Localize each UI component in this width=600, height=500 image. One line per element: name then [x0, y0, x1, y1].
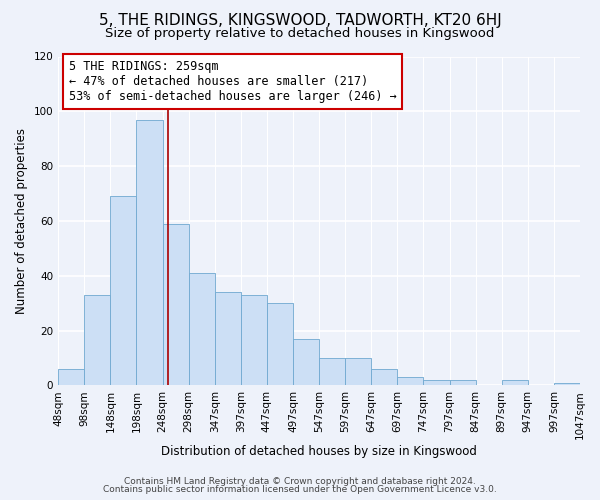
Text: Contains HM Land Registry data © Crown copyright and database right 2024.: Contains HM Land Registry data © Crown c… — [124, 477, 476, 486]
Bar — [136, 120, 163, 386]
Bar — [449, 380, 476, 386]
Bar — [319, 358, 345, 386]
Bar — [163, 224, 188, 386]
Bar — [188, 273, 215, 386]
Text: Contains public sector information licensed under the Open Government Licence v3: Contains public sector information licen… — [103, 484, 497, 494]
Bar — [58, 369, 84, 386]
Bar — [371, 369, 397, 386]
Bar — [293, 339, 319, 386]
Bar — [267, 303, 293, 386]
Y-axis label: Number of detached properties: Number of detached properties — [15, 128, 28, 314]
Bar — [241, 295, 267, 386]
Bar — [397, 377, 424, 386]
Text: 5, THE RIDINGS, KINGSWOOD, TADWORTH, KT20 6HJ: 5, THE RIDINGS, KINGSWOOD, TADWORTH, KT2… — [98, 12, 502, 28]
Bar — [110, 196, 136, 386]
Bar — [215, 292, 241, 386]
Bar — [502, 380, 528, 386]
Text: Size of property relative to detached houses in Kingswood: Size of property relative to detached ho… — [106, 28, 494, 40]
X-axis label: Distribution of detached houses by size in Kingswood: Distribution of detached houses by size … — [161, 444, 477, 458]
Bar — [84, 295, 110, 386]
Text: 5 THE RIDINGS: 259sqm
← 47% of detached houses are smaller (217)
53% of semi-det: 5 THE RIDINGS: 259sqm ← 47% of detached … — [68, 60, 397, 103]
Bar — [554, 382, 580, 386]
Bar — [345, 358, 371, 386]
Bar — [424, 380, 449, 386]
